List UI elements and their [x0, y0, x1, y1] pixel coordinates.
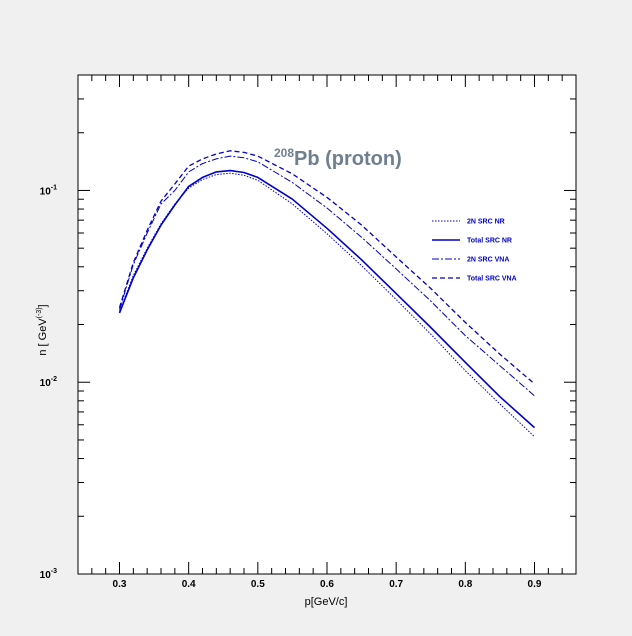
x-tick-label: 0.6 — [320, 579, 334, 590]
x-axis-title: p[GeV/c] — [305, 596, 348, 608]
legend-label: 2N SRC NR — [467, 219, 505, 226]
x-tick-label: 0.5 — [251, 579, 265, 590]
x-tick-label: 0.7 — [389, 579, 403, 590]
y-tick-exponent: -2 — [51, 376, 57, 383]
series-line — [119, 155, 535, 397]
data-curves — [118, 150, 536, 438]
series-line — [118, 150, 535, 385]
chart-title-text: Pb (proton) — [294, 148, 402, 170]
legend-label: Total SRC NR — [467, 238, 512, 245]
legend: 2N SRC NR Total SRC NR 2N SRC VNA Total SRC… — [432, 219, 517, 283]
legend-label: 2N SRC VNA — [467, 257, 509, 264]
axes: 0.3 0.4 0.5 0.6 0.7 0.8 0.9 10-3 10-2 10-1 — [40, 74, 577, 590]
y-tick-label: 10-2 — [40, 376, 57, 389]
plot-frame — [77, 74, 577, 575]
y-tick-exponent: -3 — [51, 568, 57, 575]
y-axis-title-end: ] — [37, 304, 49, 307]
x-tick-label: 0.4 — [182, 579, 196, 590]
x-tick-label: 0.3 — [113, 579, 127, 590]
y-axis-title: n [ GeV(-3)] — [36, 304, 49, 355]
y-tick-label: 10-1 — [40, 184, 57, 197]
y-tick-exponent: -1 — [51, 184, 57, 191]
chart-title: 208Pb (proton) — [274, 146, 402, 170]
chart-title-superscript: 208 — [274, 146, 294, 160]
x-tick-label: 0.8 — [458, 579, 472, 590]
y-axis-title-exponent: (-3) — [36, 307, 43, 318]
y-tick-label: 10-3 — [40, 568, 57, 581]
x-tick-label: 0.9 — [528, 579, 542, 590]
y-axis-title-base: n [ GeV — [37, 318, 49, 356]
series-line — [118, 169, 536, 429]
legend-label: Total SRC VNA — [467, 276, 517, 283]
